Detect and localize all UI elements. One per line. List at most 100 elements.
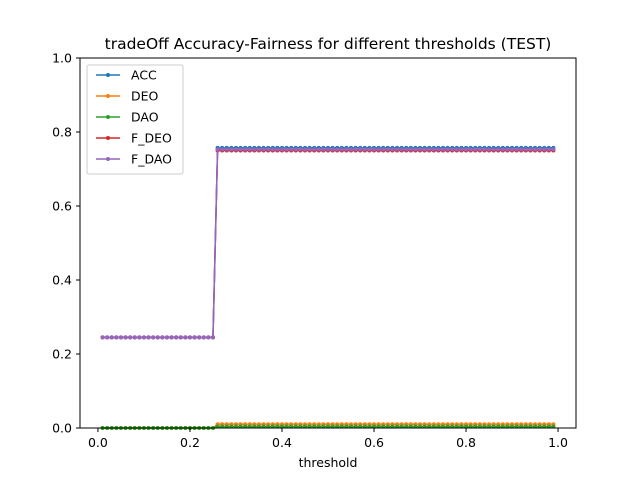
data-point xyxy=(118,335,123,340)
data-point xyxy=(390,147,395,152)
data-point xyxy=(233,147,238,152)
data-point xyxy=(491,147,496,152)
legend-item-dao: DAO xyxy=(96,110,159,125)
data-point xyxy=(123,335,128,340)
data-point xyxy=(445,147,450,152)
data-point xyxy=(519,147,524,152)
data-point xyxy=(243,147,248,152)
data-point xyxy=(169,335,174,340)
legend-label: F_DAO xyxy=(131,152,172,167)
data-point xyxy=(514,147,519,152)
legend-swatch-marker xyxy=(106,94,110,98)
data-point xyxy=(385,147,390,152)
data-point xyxy=(349,147,354,152)
data-point xyxy=(358,147,363,152)
x-tick-label: 1.0 xyxy=(548,435,568,450)
data-point xyxy=(408,147,413,152)
legend-swatch-marker xyxy=(106,115,110,119)
data-point xyxy=(210,335,215,340)
data-point xyxy=(546,147,551,152)
data-point xyxy=(206,335,211,340)
data-point xyxy=(187,335,192,340)
data-point xyxy=(178,335,183,340)
data-point xyxy=(399,147,404,152)
legend-box xyxy=(86,64,184,175)
data-point xyxy=(109,335,114,340)
data-point xyxy=(482,147,487,152)
data-point xyxy=(298,147,303,152)
data-point xyxy=(326,147,330,152)
data-point xyxy=(459,147,464,152)
data-point xyxy=(192,335,197,340)
x-axis-label: threshold xyxy=(299,455,358,470)
legend-swatch-marker xyxy=(106,73,110,77)
data-point xyxy=(376,147,381,152)
data-point xyxy=(164,335,169,340)
data-point xyxy=(114,335,119,340)
data-point xyxy=(220,147,225,152)
legend-item-acc: ACC xyxy=(96,68,157,83)
plot-area xyxy=(79,57,577,430)
data-point xyxy=(450,147,455,152)
data-point xyxy=(367,147,372,152)
x-tick-label: 0.0 xyxy=(88,435,108,450)
data-point xyxy=(404,147,409,152)
y-tick-label: 1.0 xyxy=(52,51,72,66)
data-point xyxy=(229,147,234,152)
data-point xyxy=(160,335,165,340)
y-tick-label: 0.8 xyxy=(52,125,72,140)
data-point xyxy=(151,335,156,340)
series-f-dao xyxy=(100,147,556,340)
data-point xyxy=(381,147,386,152)
data-point xyxy=(261,147,266,152)
legend-label: DAO xyxy=(131,110,159,125)
data-point xyxy=(353,147,358,152)
x-tick-label: 0.8 xyxy=(456,435,476,450)
data-point xyxy=(431,147,436,152)
x-tick-label: 0.4 xyxy=(272,435,292,450)
data-point xyxy=(312,147,317,152)
data-point xyxy=(183,335,188,340)
data-point xyxy=(500,147,505,152)
data-point xyxy=(436,147,441,152)
data-point xyxy=(252,147,257,152)
data-point xyxy=(362,147,367,152)
x-tick-label: 0.2 xyxy=(180,435,200,450)
data-point xyxy=(307,147,312,152)
legend-label: F_DEO xyxy=(131,131,172,146)
data-point xyxy=(256,147,261,152)
data-point xyxy=(132,335,137,340)
data-point xyxy=(523,147,528,152)
data-point xyxy=(155,335,160,340)
data-point xyxy=(105,335,110,340)
data-point xyxy=(468,147,473,152)
data-point xyxy=(197,335,202,340)
data-point xyxy=(270,147,275,152)
data-point xyxy=(496,147,501,152)
y-tick-label: 0.6 xyxy=(52,199,72,214)
data-point xyxy=(330,147,335,152)
data-point xyxy=(293,147,298,152)
data-point xyxy=(146,335,151,340)
legend-item-f-dao: F_DAO xyxy=(96,152,172,167)
data-point xyxy=(542,147,547,152)
data-point xyxy=(422,147,427,152)
legend: ACC DEO DAO F_DEO F_DAO xyxy=(86,64,184,175)
data-point xyxy=(335,147,340,152)
data-point xyxy=(275,147,280,152)
legend-item-deo: DEO xyxy=(96,89,159,104)
data-point xyxy=(302,147,307,152)
data-point xyxy=(418,147,423,152)
data-point xyxy=(141,335,146,340)
data-point xyxy=(215,147,220,152)
data-point xyxy=(344,147,349,152)
data-point xyxy=(316,147,321,152)
data-point xyxy=(266,147,271,152)
data-point xyxy=(528,147,533,152)
axes-frame xyxy=(79,57,577,429)
data-point xyxy=(321,147,326,152)
data-point xyxy=(551,147,556,152)
data-point xyxy=(427,147,432,152)
data-point xyxy=(372,147,377,152)
legend-label: DEO xyxy=(131,89,159,104)
